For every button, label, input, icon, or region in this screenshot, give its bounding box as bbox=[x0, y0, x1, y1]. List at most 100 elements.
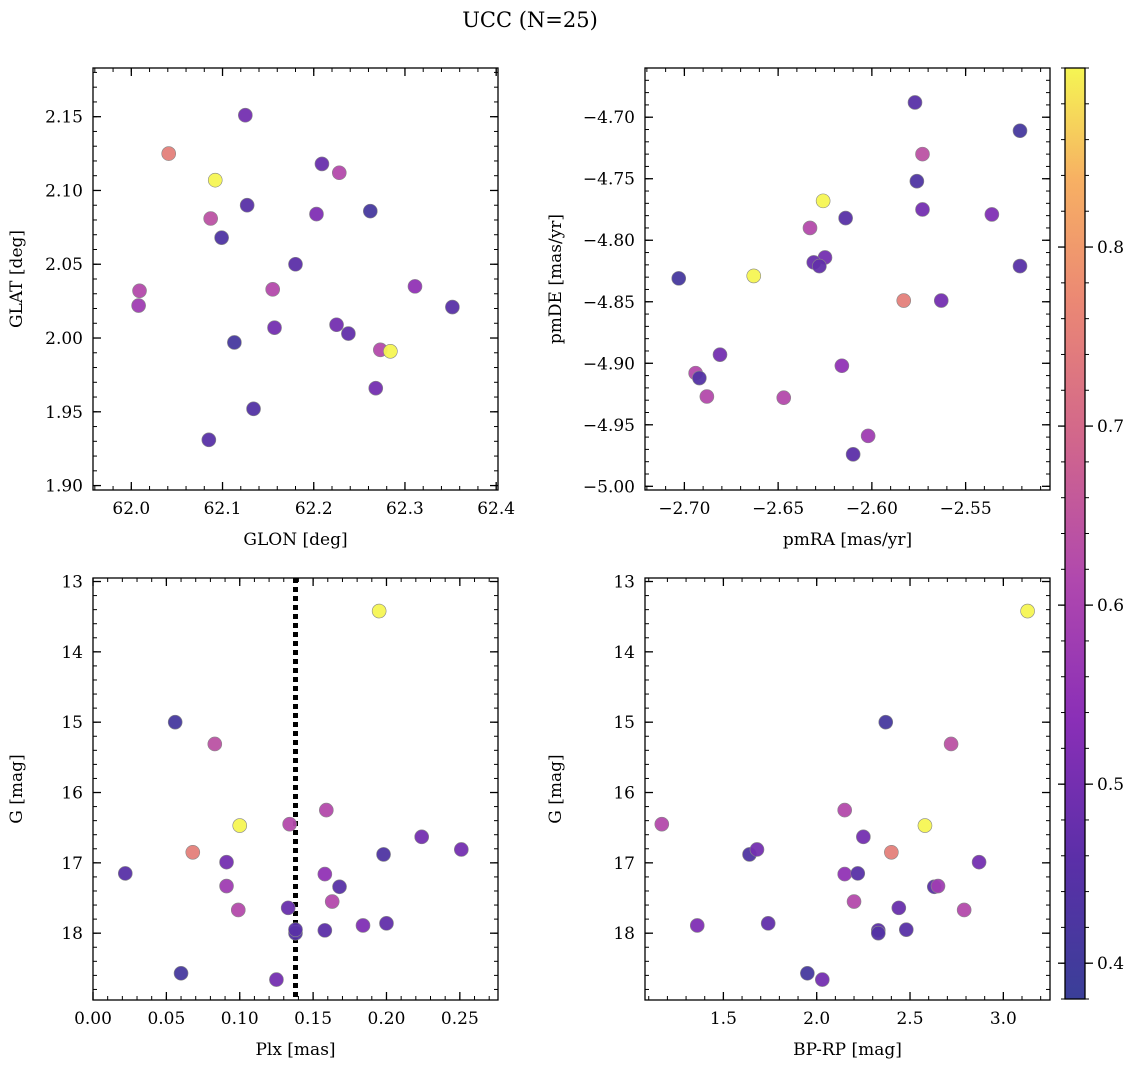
data-point bbox=[201, 432, 217, 448]
x-tick-label: 62.4 bbox=[477, 499, 515, 519]
data-point bbox=[319, 802, 334, 818]
y-tick-label: 2.05 bbox=[45, 255, 83, 275]
data-point bbox=[850, 866, 866, 881]
data-point bbox=[1012, 123, 1028, 139]
data-point bbox=[317, 866, 333, 882]
data-point bbox=[309, 206, 324, 222]
data-point bbox=[915, 146, 930, 162]
figure-title: UCC (N=25) bbox=[462, 8, 598, 32]
data-point bbox=[362, 203, 378, 219]
x-tick-label: 2.5 bbox=[896, 1009, 923, 1029]
y-tick-label: 18 bbox=[613, 924, 635, 944]
data-point bbox=[238, 107, 253, 123]
y-tick-label: 1.95 bbox=[45, 403, 83, 423]
data-point bbox=[689, 918, 705, 933]
data-point bbox=[891, 900, 907, 916]
y-axis-label: GLAT [deg] bbox=[7, 230, 27, 328]
panel-bprp-g: 1.5 2.0 2.5 3.0 13 14 15 16 17 18 BP-RP [mag] G [ma… bbox=[546, 573, 1051, 1060]
y-tick-label: −4.80 bbox=[583, 231, 635, 251]
data-point bbox=[933, 293, 949, 308]
panel-pm: −2.70 −2.65 −2.60 −2.55 −5.00 −4.95 −4.90 −4.85… bbox=[546, 67, 1051, 550]
data-point bbox=[712, 347, 728, 362]
colorbar-tick-label: 0.6 bbox=[1097, 596, 1124, 616]
data-point bbox=[219, 854, 234, 870]
panel-glon-glat: 62.0 62.1 62.2 62.3 62.4 1.90 1.95 2.00 2.05 2.10… bbox=[7, 67, 515, 550]
data-point bbox=[414, 829, 429, 845]
x-axis-label: Plx [mas] bbox=[255, 1040, 335, 1060]
data-point bbox=[760, 916, 776, 931]
data-point bbox=[971, 854, 987, 870]
data-point bbox=[454, 842, 469, 857]
data-point bbox=[800, 965, 815, 981]
y-tick-label: −4.85 bbox=[583, 293, 635, 313]
y-tick-label: 16 bbox=[613, 784, 635, 804]
data-point bbox=[371, 603, 387, 619]
y-tick-label: −4.75 bbox=[583, 170, 635, 190]
colorbar-tick-label: 0.7 bbox=[1097, 417, 1124, 437]
x-tick-label: 0.10 bbox=[221, 1009, 259, 1029]
data-point bbox=[802, 220, 818, 236]
data-point bbox=[749, 842, 765, 857]
y-tick-label: −4.70 bbox=[583, 108, 635, 128]
data-point bbox=[288, 256, 303, 272]
data-point bbox=[230, 902, 246, 918]
data-point bbox=[219, 878, 234, 894]
data-point bbox=[671, 271, 687, 286]
data-point bbox=[984, 207, 1000, 222]
x-tick-label: 3.0 bbox=[990, 1009, 1017, 1029]
y-tick-label: 1.90 bbox=[45, 477, 83, 497]
data-point bbox=[117, 866, 133, 881]
panel-plx-g: 0.00 0.05 0.10 0.15 0.20 0.25 13 14 15 16 17 18 Plx … bbox=[7, 573, 499, 1060]
data-point bbox=[845, 447, 861, 462]
x-tick-label: 0.15 bbox=[294, 1009, 332, 1029]
data-point bbox=[239, 197, 255, 213]
data-point bbox=[445, 299, 460, 315]
x-tick-label: 1.5 bbox=[710, 1009, 737, 1029]
data-point bbox=[214, 230, 229, 245]
data-point bbox=[185, 844, 201, 860]
y-tick-label: −4.90 bbox=[583, 354, 635, 374]
data-point bbox=[265, 282, 280, 297]
y-axis-label: pmDE [mas/yr] bbox=[546, 214, 566, 344]
data-point bbox=[654, 816, 670, 832]
data-point bbox=[860, 428, 876, 444]
data-point bbox=[776, 390, 792, 406]
data-point bbox=[368, 380, 384, 396]
data-point bbox=[838, 210, 853, 226]
y-tick-label: 13 bbox=[613, 573, 635, 593]
x-tick-label: −2.70 bbox=[658, 499, 710, 519]
x-tick-label: 62.2 bbox=[295, 499, 333, 519]
x-tick-label: −2.60 bbox=[846, 499, 898, 519]
colorbar-tick-label: 0.8 bbox=[1097, 238, 1124, 258]
x-axis-label: BP-RP [mag] bbox=[793, 1040, 902, 1060]
data-point bbox=[837, 802, 853, 818]
data-point bbox=[324, 894, 340, 909]
x-tick-label: 62.3 bbox=[386, 499, 424, 519]
data-point bbox=[282, 816, 297, 832]
data-point bbox=[884, 844, 899, 860]
colorbar-tick-label: 0.4 bbox=[1097, 954, 1124, 974]
x-tick-label: 0.25 bbox=[441, 1009, 479, 1029]
data-point bbox=[812, 258, 827, 274]
data-point bbox=[232, 818, 248, 833]
data-point bbox=[898, 922, 914, 937]
data-point bbox=[267, 320, 282, 335]
data-point bbox=[131, 298, 146, 313]
x-tick-label: 0.20 bbox=[368, 1009, 406, 1029]
x-tick-label: 62.0 bbox=[112, 499, 150, 519]
data-point bbox=[692, 370, 707, 386]
data-point bbox=[915, 202, 930, 217]
y-tick-label: 2.15 bbox=[45, 108, 83, 128]
data-point bbox=[132, 283, 147, 299]
data-point bbox=[341, 326, 356, 341]
data-point bbox=[203, 211, 218, 226]
data-point bbox=[280, 900, 296, 916]
y-tick-label: 17 bbox=[61, 854, 83, 874]
y-tick-label: 15 bbox=[61, 713, 83, 733]
data-point bbox=[227, 335, 242, 350]
axes-frame bbox=[644, 67, 1051, 491]
y-axis-label: G [mag] bbox=[546, 754, 566, 823]
data-point bbox=[167, 714, 183, 730]
data-point bbox=[407, 279, 423, 294]
